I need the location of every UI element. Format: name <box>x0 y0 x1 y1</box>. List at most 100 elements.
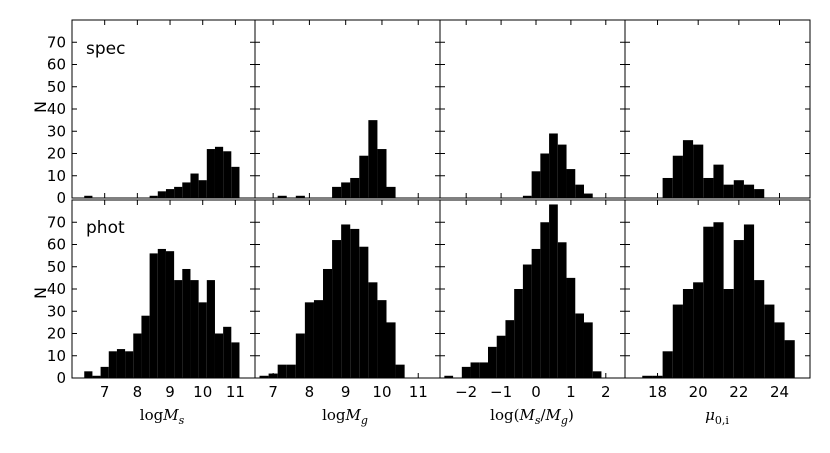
bar <box>149 253 158 378</box>
bar <box>531 171 541 198</box>
bar <box>531 248 541 378</box>
x-tick-label: 11 <box>409 383 428 401</box>
bar <box>566 169 576 198</box>
bar <box>583 193 593 198</box>
y-tick-label: 30 <box>47 302 66 320</box>
bar <box>190 173 199 198</box>
bar <box>540 222 550 378</box>
bar <box>461 366 471 379</box>
bar <box>672 304 683 378</box>
bar <box>341 182 351 198</box>
bar <box>223 151 232 198</box>
y-tick-label: 0 <box>56 189 66 207</box>
bar <box>566 277 576 379</box>
bar <box>733 180 744 198</box>
x-tick-label: 1 <box>566 383 576 401</box>
bar <box>313 300 324 379</box>
bar <box>368 282 378 378</box>
bar <box>713 222 724 378</box>
bar <box>332 240 342 378</box>
y-tick-label: 70 <box>47 213 66 231</box>
bar <box>350 228 360 378</box>
x-axis-label-3: log(Ms/Mg) <box>490 406 574 427</box>
bar <box>488 346 497 378</box>
bar <box>522 264 532 378</box>
bar <box>174 280 183 378</box>
bar <box>557 242 567 378</box>
bar <box>549 133 558 198</box>
y-tick-label: 70 <box>47 33 66 51</box>
bar <box>703 177 714 198</box>
bar <box>259 375 269 378</box>
bar <box>479 362 488 378</box>
y-tick-label: 40 <box>47 280 66 298</box>
x-axis-label-4: μ0,i <box>705 406 729 427</box>
bar <box>359 155 369 198</box>
y-tick-label: 20 <box>47 145 66 163</box>
bar <box>223 326 232 378</box>
bar <box>743 224 755 378</box>
bar <box>575 184 584 198</box>
bar <box>286 364 296 378</box>
panel-phot-4 <box>624 199 811 379</box>
bar <box>198 180 207 198</box>
bar <box>214 146 224 198</box>
bar <box>198 302 207 378</box>
bar <box>295 333 305 378</box>
x-tick-label: 7 <box>100 383 110 401</box>
bar <box>206 149 215 198</box>
y-tick-label: 10 <box>47 347 66 365</box>
x-tick-label: 9 <box>341 383 351 401</box>
bar <box>662 177 673 198</box>
x-tick-label: 2 <box>601 383 611 401</box>
bar <box>774 322 785 379</box>
bar <box>295 195 305 198</box>
bar <box>165 251 175 378</box>
bar <box>754 189 765 198</box>
bar <box>149 195 158 198</box>
bar <box>157 191 166 198</box>
y-tick-label: 50 <box>47 78 66 96</box>
bar <box>592 371 602 378</box>
x-tick-label: 20 <box>689 383 708 401</box>
bar <box>470 362 480 378</box>
bar <box>368 120 378 199</box>
panel-grid <box>71 19 811 379</box>
panel-spec-3 <box>439 19 626 199</box>
bar <box>174 186 183 199</box>
bar <box>133 333 142 378</box>
bar <box>125 351 134 378</box>
bar <box>764 304 775 378</box>
bar <box>522 195 532 198</box>
x-tick-label: 7 <box>268 383 278 401</box>
bar <box>444 375 454 378</box>
bar <box>277 364 287 378</box>
bar <box>540 153 550 198</box>
bar <box>277 195 287 198</box>
y-tick-label: 10 <box>47 167 66 185</box>
bar <box>682 140 694 198</box>
bar <box>100 366 109 379</box>
row-label-phot: phot <box>86 218 125 238</box>
bar <box>231 166 240 198</box>
bar <box>693 144 704 198</box>
panel-phot-2 <box>254 199 441 379</box>
x-tick-label: 8 <box>305 383 315 401</box>
y-tick-label: 40 <box>47 100 66 118</box>
bar <box>182 182 191 198</box>
bar <box>214 333 224 378</box>
bar <box>386 322 396 379</box>
bar <box>703 226 714 378</box>
bar <box>92 375 101 378</box>
y-axes: 0 10 20 30 40 50 60 70 0 10 20 30 40 50 60 70 <box>47 33 66 387</box>
y-tick-label: 0 <box>56 369 66 387</box>
x-tick-label: 10 <box>372 383 391 401</box>
y-axis-label-bottom: N <box>31 287 50 299</box>
bar <box>377 149 387 198</box>
bar <box>672 155 683 198</box>
panel-phot-3 <box>439 199 626 379</box>
bar <box>116 349 126 378</box>
bar <box>206 280 215 378</box>
bar <box>693 282 704 378</box>
